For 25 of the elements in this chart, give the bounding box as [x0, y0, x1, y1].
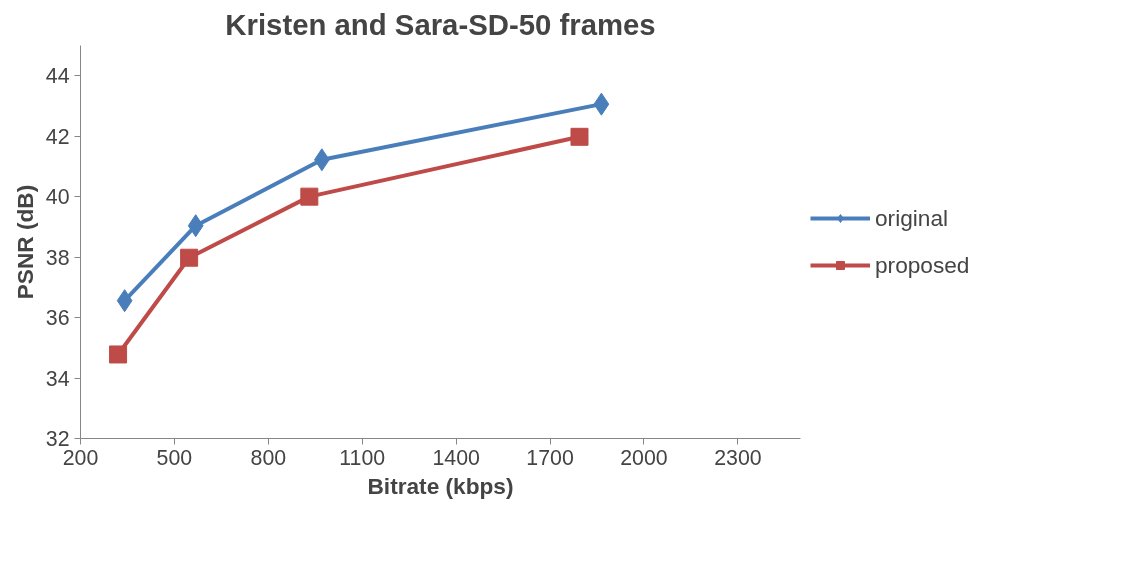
y-tick-label: 34	[45, 366, 70, 391]
y-tick-label: 38	[45, 245, 70, 270]
y-axis-title: PSNR (dB)	[11, 184, 38, 300]
point	[109, 345, 128, 364]
x-tick-label: 800	[250, 445, 287, 470]
x-tick-label: 1700	[526, 445, 574, 470]
x-tick-label: 1400	[432, 445, 481, 470]
chart-title: Kristen and Sara-SD-50 frames	[225, 7, 656, 41]
point	[593, 92, 610, 116]
point	[116, 289, 133, 313]
point	[300, 187, 319, 206]
point	[570, 127, 589, 146]
x-tick-label: 1100	[339, 445, 386, 470]
point	[180, 248, 199, 267]
x-tick-label: 2000	[620, 445, 668, 470]
legend-label: proposed	[875, 251, 971, 279]
y-tick-label: 44	[45, 64, 70, 89]
x-axis-title: Bitrate (kbps)	[367, 472, 514, 499]
y-tick-label: 40	[45, 185, 70, 210]
legend-label: original	[875, 204, 950, 232]
x-tick-label: 2300	[714, 445, 762, 470]
y-tick-label: 42	[45, 124, 70, 149]
x-tick-label: 500	[156, 445, 193, 470]
point	[187, 214, 204, 238]
y-tick-label: 36	[45, 306, 70, 331]
